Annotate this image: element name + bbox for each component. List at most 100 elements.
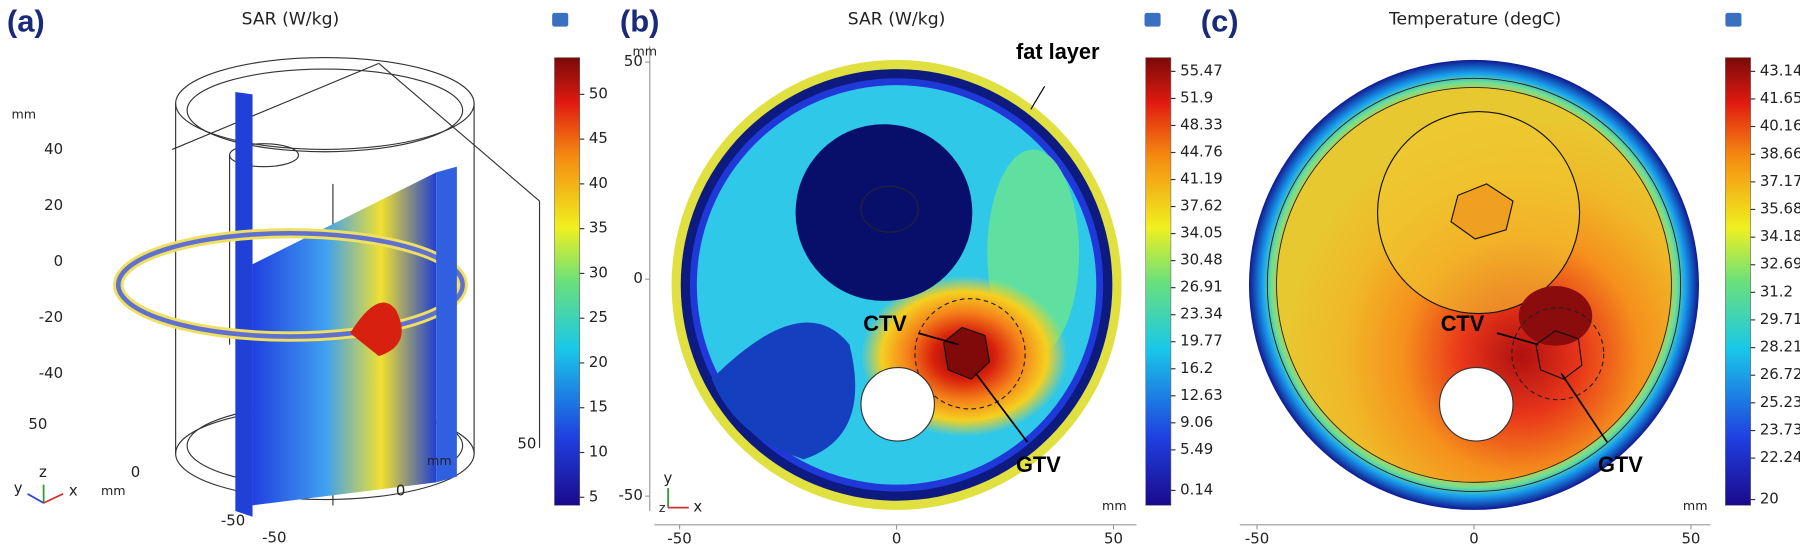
colorbar-tick-label: 25 xyxy=(589,308,608,326)
panel-b: (b) SAR (W/kg) fat layer CTV GTV mm mm y… xyxy=(620,3,1172,526)
hotspot xyxy=(1518,286,1593,346)
contour xyxy=(1276,86,1672,483)
colorbar-tick-label: 37.62 xyxy=(1180,197,1223,215)
triad-label: y xyxy=(14,479,23,497)
contour xyxy=(860,185,919,233)
colorbar-tick-label: 32.69 xyxy=(1760,255,1800,273)
x-tick-label: 50 xyxy=(1681,530,1700,548)
z-tick-label: -40 xyxy=(39,364,63,382)
annotation: CTV xyxy=(863,311,907,336)
gtv-outline xyxy=(943,326,991,380)
colorbar-tick-label: 35 xyxy=(589,219,608,237)
colorbar xyxy=(554,57,581,506)
colorbar-tick-label: 41.19 xyxy=(1180,170,1223,188)
z-tick-label: -20 xyxy=(39,308,63,326)
colorbar-tick-label: 20 xyxy=(1760,490,1779,508)
x-tick-label: 0 xyxy=(1469,530,1478,548)
panel-label: (c) xyxy=(1201,3,1239,38)
panel-c: (c) Temperature (degC) CTV GTV mm xyxy=(1201,3,1751,526)
annotation: GTV xyxy=(1598,452,1643,477)
triad-label: y xyxy=(664,469,673,487)
z-tick-label: 40 xyxy=(44,140,63,158)
colorbar xyxy=(1725,57,1751,506)
hole xyxy=(1438,366,1514,442)
z-tick-label: 20 xyxy=(44,196,63,214)
colorbar-tick-label: 45 xyxy=(589,129,608,147)
y-tick-label: -50 xyxy=(221,511,245,529)
panel-label: (b) xyxy=(620,3,660,38)
leader xyxy=(1496,332,1539,346)
slice xyxy=(235,92,253,517)
colorbar-tick-label: 5.49 xyxy=(1180,440,1213,458)
axis-label: mm xyxy=(101,483,126,498)
x-tick-label: -50 xyxy=(667,530,691,548)
colorbar-tick-label: 37.17 xyxy=(1760,172,1800,190)
axis-label: mm xyxy=(633,43,658,58)
x-tick-label: 50 xyxy=(1104,530,1123,548)
triad xyxy=(667,488,689,509)
contour xyxy=(1266,77,1682,492)
colorbar-tick-label: 41.65 xyxy=(1760,89,1800,107)
colorbar-tick-label: 20 xyxy=(589,353,608,371)
colorbar-tick-label: 26.91 xyxy=(1180,278,1223,296)
colorbar xyxy=(1145,57,1172,506)
panel-title: Temperature (degC) xyxy=(1388,10,1561,30)
colorbar-tick-label: 34.18 xyxy=(1760,227,1800,245)
colorbar-tick-label: 55.47 xyxy=(1180,61,1223,79)
colorbar-tick-label: 50 xyxy=(589,84,608,102)
triad-label: x xyxy=(69,482,78,500)
colorbar-tick-label: 25.23 xyxy=(1760,393,1800,411)
colorbar-tick-label: 40.16 xyxy=(1760,117,1800,135)
y-tick-label: 0 xyxy=(633,269,642,287)
leader xyxy=(1030,86,1046,110)
colorbar-tick-label: 30.48 xyxy=(1180,251,1223,269)
colorbar-tick-label: 26.72 xyxy=(1760,365,1800,383)
colorbar-tick-label: 40 xyxy=(589,174,608,192)
colorbar-tick-label: 51.9 xyxy=(1180,88,1213,106)
hotspot xyxy=(350,302,402,357)
axis-label: mm xyxy=(427,453,452,468)
ctv-outline xyxy=(1511,307,1605,401)
colorbar-tick-label: 10 xyxy=(589,443,608,461)
panel-title: SAR (W/kg) xyxy=(242,10,340,30)
x-tick-label: 50 xyxy=(517,434,536,452)
colorbar-tick-label: 23.34 xyxy=(1180,305,1223,323)
colorbar-tick-label: 48.33 xyxy=(1180,115,1223,133)
ring xyxy=(115,230,465,339)
leader xyxy=(1560,372,1608,443)
x-tick-label: -50 xyxy=(262,529,286,547)
x-tick-label: -50 xyxy=(1245,530,1269,548)
ctv-outline xyxy=(914,298,1026,410)
panel-a: (a) SAR (W/kg) mm mm mm y z x xyxy=(7,3,581,517)
colorbar-tick-label: 43.14 xyxy=(1760,61,1800,79)
y-tick-label: 50 xyxy=(28,415,47,433)
icon xyxy=(552,12,569,27)
colorbar-tick-label: 23.73 xyxy=(1760,421,1800,439)
colorbar-tick-label: 30 xyxy=(589,263,608,281)
axis-label: mm xyxy=(1683,498,1708,513)
leader xyxy=(975,372,1029,443)
axis-label: mm xyxy=(11,107,36,122)
colorbar-tick-label: 12.63 xyxy=(1180,386,1223,404)
triad-label: z xyxy=(659,500,666,515)
hole xyxy=(860,366,936,442)
colorbar-tick-label: 31.2 xyxy=(1760,282,1793,300)
colorbar-tick-label: 34.05 xyxy=(1180,224,1223,242)
x-tick-label: 0 xyxy=(396,482,405,500)
x-tick-label: 0 xyxy=(892,530,901,548)
colorbar-tick-label: 5 xyxy=(589,487,598,505)
slice xyxy=(436,166,457,483)
colorbar-tick-label: 15 xyxy=(589,398,608,416)
annotation: fat layer xyxy=(1016,39,1100,64)
colorbar-tick-label: 28.21 xyxy=(1760,338,1800,356)
colorbar-tick-label: 19.77 xyxy=(1180,332,1223,350)
cold-region xyxy=(795,124,973,301)
colorbar-tick-label: 29.71 xyxy=(1760,310,1800,328)
colorbar-tick-label: 9.06 xyxy=(1180,413,1213,431)
panel-label: (a) xyxy=(7,3,45,38)
colorbar-tick-label: 35.68 xyxy=(1760,199,1800,217)
contour xyxy=(1450,183,1514,240)
colorbar-tick-label: 44.76 xyxy=(1180,142,1223,160)
triad-label: z xyxy=(39,463,47,481)
